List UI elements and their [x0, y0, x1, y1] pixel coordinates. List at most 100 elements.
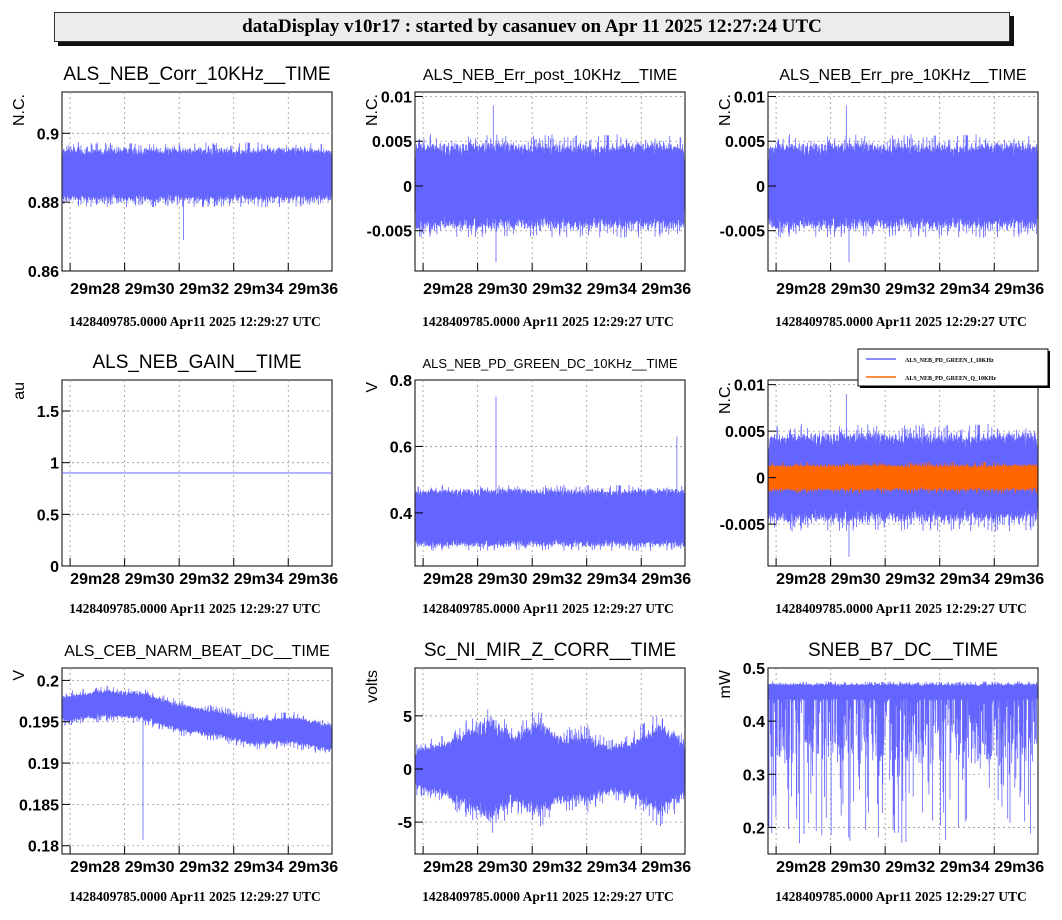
series-trace-1 [768, 681, 1038, 844]
y-tick-label: 0.9 [37, 126, 59, 143]
x-tick-label: 29m34 [587, 571, 637, 588]
series-trace-1 [415, 105, 685, 263]
timestamp-footer: 1428409785.0000 Apr11 2025 12:29:27 UTC [775, 889, 1027, 904]
y-tick-label: -5 [398, 815, 412, 832]
y-tick-label: 0.8 [390, 373, 412, 390]
chart-panel-5: ALS_NEB_PD_GREEN_DC_10KHz__TIME 0.4 0.6 0.8… [364, 356, 691, 616]
y-tick-label: 1 [50, 456, 59, 473]
chart-panel-1: ALS_NEB_Corr_10KHz__TIME 0.86 0.88 0.9 29m28… [11, 64, 338, 329]
x-tick-label: 29m32 [179, 281, 229, 298]
series-trace-1 [62, 685, 332, 840]
x-tick-label: 29m30 [125, 859, 175, 876]
x-tick-label: 29m32 [179, 859, 229, 876]
x-tick-label: 29m30 [125, 281, 175, 298]
chart-panel-6: -0.005 0 0.005 0.01 29m28 29m30 29m32 29m34 29m3… [717, 348, 1050, 616]
x-tick-label: 29m34 [940, 571, 990, 588]
x-tick-label: 29m36 [994, 571, 1044, 588]
y-tick-label: 5 [403, 709, 412, 726]
series-trace-2 [768, 461, 1038, 494]
y-axis-label: N.C. [364, 94, 381, 126]
x-tick-label: 29m34 [234, 859, 284, 876]
timestamp-footer: 1428409785.0000 Apr11 2025 12:29:27 UTC [422, 314, 674, 329]
legend-box [857, 348, 1049, 387]
x-tick-label: 29m28 [70, 281, 120, 298]
x-tick-label: 29m28 [70, 571, 120, 588]
x-tick-label: 29m36 [641, 571, 691, 588]
timestamp-footer: 1428409785.0000 Apr11 2025 12:29:27 UTC [69, 601, 321, 616]
chart-title: ALS_NEB_Corr_10KHz__TIME [63, 64, 330, 85]
x-tick-label: 29m30 [125, 571, 175, 588]
x-tick-label: 29m36 [288, 281, 338, 298]
y-tick-label: 0 [403, 762, 412, 779]
y-tick-label: 1.5 [37, 404, 59, 421]
chart-panel-4: ALS_NEB_GAIN__TIME 0 0.5 1 1.5 29m28 29m30 29m3… [11, 352, 338, 616]
y-axis-label: N.C. [11, 94, 28, 126]
chart-panel-7: ALS_CEB_NARM_BEAT_DC__TIME 0.18 0.185 0.19 0… [11, 643, 338, 904]
y-axis-label: N.C. [717, 94, 734, 126]
y-axis-label: mW [717, 669, 734, 698]
y-tick-label: 0.86 [28, 264, 59, 281]
timestamp-footer: 1428409785.0000 Apr11 2025 12:29:27 UTC [69, 889, 321, 904]
y-tick-label: 0.005 [725, 424, 765, 441]
x-tick-label: 29m30 [831, 859, 881, 876]
chart-title: ALS_NEB_GAIN__TIME [92, 352, 301, 373]
y-tick-label: 0.01 [734, 89, 765, 106]
series-trace-1 [415, 396, 685, 551]
x-tick-label: 29m30 [478, 571, 528, 588]
y-tick-label: 0.5 [743, 661, 765, 678]
y-tick-label: 0.01 [381, 89, 412, 106]
chart-title: ALS_NEB_Err_post_10KHz__TIME [423, 67, 677, 84]
timestamp-footer: 1428409785.0000 Apr11 2025 12:29:27 UTC [422, 601, 674, 616]
chart-title: Sc_NI_MIR_Z_CORR__TIME [424, 640, 676, 661]
x-tick-label: 29m30 [831, 571, 881, 588]
chart-title: ALS_NEB_PD_GREEN_DC_10KHz__TIME [422, 356, 677, 371]
x-tick-label: 29m34 [940, 859, 990, 876]
y-tick-label: 0 [50, 559, 59, 576]
y-axis-label: volts [364, 670, 381, 703]
y-tick-label: 0.185 [19, 797, 59, 814]
y-axis-label: V [11, 670, 28, 681]
y-tick-label: 0.18 [28, 839, 59, 856]
x-tick-label: 29m28 [423, 281, 473, 298]
y-tick-label: 0.195 [19, 715, 59, 732]
series-trace-1 [768, 105, 1038, 263]
x-tick-label: 29m34 [234, 571, 284, 588]
y-tick-label: 0.01 [734, 378, 765, 395]
chart-title: SNEB_B7_DC__TIME [808, 640, 998, 661]
y-tick-label: 0.005 [725, 134, 765, 151]
x-tick-label: 29m32 [532, 859, 582, 876]
x-tick-label: 29m34 [234, 281, 284, 298]
y-tick-label: 0.3 [743, 767, 765, 784]
y-tick-label: 0.6 [390, 439, 412, 456]
x-tick-label: 29m32 [885, 281, 935, 298]
x-tick-label: 29m28 [423, 571, 473, 588]
series-trace-1 [415, 709, 685, 833]
x-tick-label: 29m30 [478, 859, 528, 876]
timestamp-footer: 1428409785.0000 Apr11 2025 12:29:27 UTC [69, 314, 321, 329]
x-tick-label: 29m36 [994, 859, 1044, 876]
y-axis-label: au [11, 382, 28, 400]
y-tick-label: 0.88 [28, 195, 59, 212]
x-tick-label: 29m32 [532, 571, 582, 588]
y-tick-label: 0.2 [37, 673, 59, 690]
y-tick-label: 0.005 [372, 134, 412, 151]
x-tick-label: 29m30 [478, 281, 528, 298]
x-tick-label: 29m32 [532, 281, 582, 298]
timestamp-footer: 1428409785.0000 Apr11 2025 12:29:27 UTC [775, 314, 1027, 329]
y-tick-label: 0 [403, 179, 412, 196]
x-tick-label: 29m32 [885, 571, 935, 588]
x-tick-label: 29m36 [994, 281, 1044, 298]
y-tick-label: 0.5 [37, 507, 59, 524]
x-tick-label: 29m32 [885, 859, 935, 876]
y-axis-label: N.C. [717, 382, 734, 414]
x-tick-label: 29m36 [641, 859, 691, 876]
y-tick-label: 0 [756, 471, 765, 488]
y-tick-label: 0.4 [390, 506, 412, 523]
chart-title: ALS_NEB_Err_pre_10KHz__TIME [779, 67, 1026, 84]
y-tick-label: 0.4 [743, 714, 765, 731]
y-tick-label: -0.005 [367, 224, 412, 241]
x-tick-label: 29m28 [776, 859, 826, 876]
x-tick-label: 29m28 [70, 859, 120, 876]
chart-panel-2: ALS_NEB_Err_post_10KHz__TIME -0.005 0 0.005… [364, 67, 691, 329]
